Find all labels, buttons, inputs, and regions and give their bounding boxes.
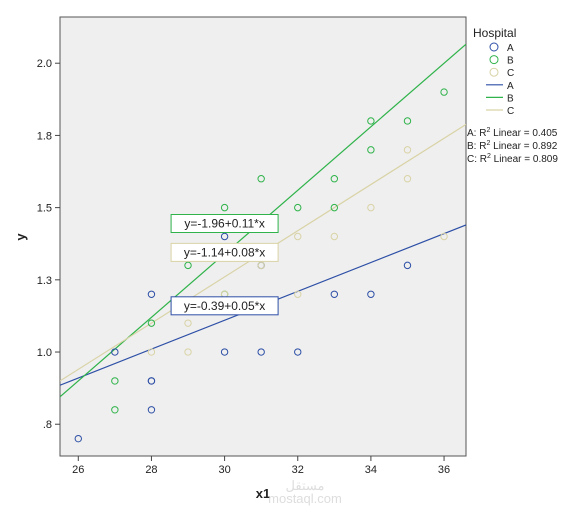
equation-box-c: [170, 242, 279, 262]
legend-label-c: C: [507, 68, 514, 79]
y-tick-label: 2.0: [37, 58, 52, 70]
equation-label-a: y=-0.39+0.05*x: [184, 299, 265, 313]
r2-prefix: C: R: [467, 154, 487, 165]
point-a: [220, 348, 229, 356]
point-b: [367, 117, 375, 125]
point-c: [330, 232, 339, 241]
point-c: [257, 261, 265, 270]
legend-label-a: A: [507, 81, 514, 92]
equation-box-b: [170, 214, 279, 234]
r2-suffix: Linear = 0.809: [491, 154, 558, 165]
point-c: [184, 319, 192, 327]
y-tick-label: .8: [43, 419, 52, 431]
point-a: [147, 377, 156, 385]
point-a: [367, 290, 375, 298]
point-a: [147, 290, 156, 298]
legend-label-a: A: [507, 43, 514, 54]
data-points: [74, 88, 448, 443]
point-c: [367, 203, 375, 212]
r2-prefix: A: R: [467, 128, 486, 139]
r2-prefix: B: R: [467, 141, 486, 152]
point-c: [440, 232, 448, 241]
legend-label-b: B: [507, 56, 514, 67]
x-tick-label: 26: [72, 464, 84, 476]
point-c: [147, 348, 156, 356]
r2-suffix: Linear = 0.405: [490, 128, 557, 139]
point-b: [184, 261, 192, 270]
r2-superscript: 2: [486, 127, 490, 134]
x-axis-title: x1: [256, 486, 270, 501]
point-b: [330, 203, 339, 212]
y-tick-label: 1.3: [37, 275, 52, 287]
plot-area: [59, 16, 467, 457]
equation-label-b: y=-1.96+0.11*x: [184, 217, 265, 231]
watermark: مستقل mostaql.com: [268, 478, 342, 506]
point-b: [147, 319, 156, 327]
point-c: [294, 232, 302, 241]
legend-label-b: B: [507, 93, 514, 104]
point-a: [257, 348, 265, 356]
y-axis: .8 1.0 1.3 1.5 1.8 2.0: [37, 58, 60, 431]
y-tick-label: 1.8: [37, 130, 52, 142]
legend-title: Hospital: [473, 26, 516, 40]
x-tick-label: 32: [292, 464, 304, 476]
point-a: [330, 290, 339, 298]
point-b: [294, 203, 302, 212]
legend-r2-line: B: R2 Linear = 0.892: [467, 140, 558, 152]
x-axis: 26 28 30 32 34 36: [72, 456, 450, 476]
point-a: [220, 232, 229, 241]
equation-box-a: [170, 296, 279, 316]
point-a: [111, 348, 119, 356]
point-b: [111, 377, 119, 385]
equation-label-c: y=-1.14+0.08*x: [184, 245, 265, 259]
point-b: [330, 175, 339, 183]
legend-marker-b: [489, 55, 499, 65]
legend-r2-line: A: R2 Linear = 0.405: [467, 127, 558, 139]
legend-marker-c: [489, 67, 499, 77]
point-c: [403, 175, 412, 183]
point-c: [294, 290, 302, 298]
point-b: [111, 406, 119, 414]
legend-label-c: C: [507, 106, 514, 117]
point-b: [403, 117, 412, 125]
point-a: [74, 434, 82, 443]
y-axis-title: y: [13, 233, 28, 241]
r2-suffix: Linear = 0.892: [490, 141, 557, 152]
y-tick-label: 1.5: [37, 203, 52, 215]
legend-r2-line: C: R2 Linear = 0.809: [467, 153, 558, 165]
watermark-url: mostaql.com: [268, 491, 342, 506]
equation-labels: y=-1.96+0.11*x y=-1.14+0.08*x y=-0.39+0.05…: [170, 214, 279, 316]
point-c: [403, 146, 412, 154]
x-tick-label: 30: [218, 464, 230, 476]
r2-superscript: 2: [486, 140, 490, 147]
r2-superscript: 2: [487, 153, 491, 160]
point-b: [440, 88, 448, 96]
x-tick-label: 36: [438, 464, 450, 476]
point-a: [294, 348, 302, 356]
point-a: [403, 261, 412, 270]
point-b: [367, 146, 375, 154]
x-tick-label: 34: [365, 464, 377, 476]
watermark-logo: مستقل: [286, 478, 325, 493]
point-a: [147, 406, 156, 414]
point-b: [220, 203, 229, 212]
x-tick-label: 28: [145, 464, 157, 476]
point-c: [184, 348, 192, 356]
y-tick-label: 1.0: [37, 347, 52, 359]
legend-marker-a: [489, 42, 499, 52]
point-b: [257, 175, 265, 183]
